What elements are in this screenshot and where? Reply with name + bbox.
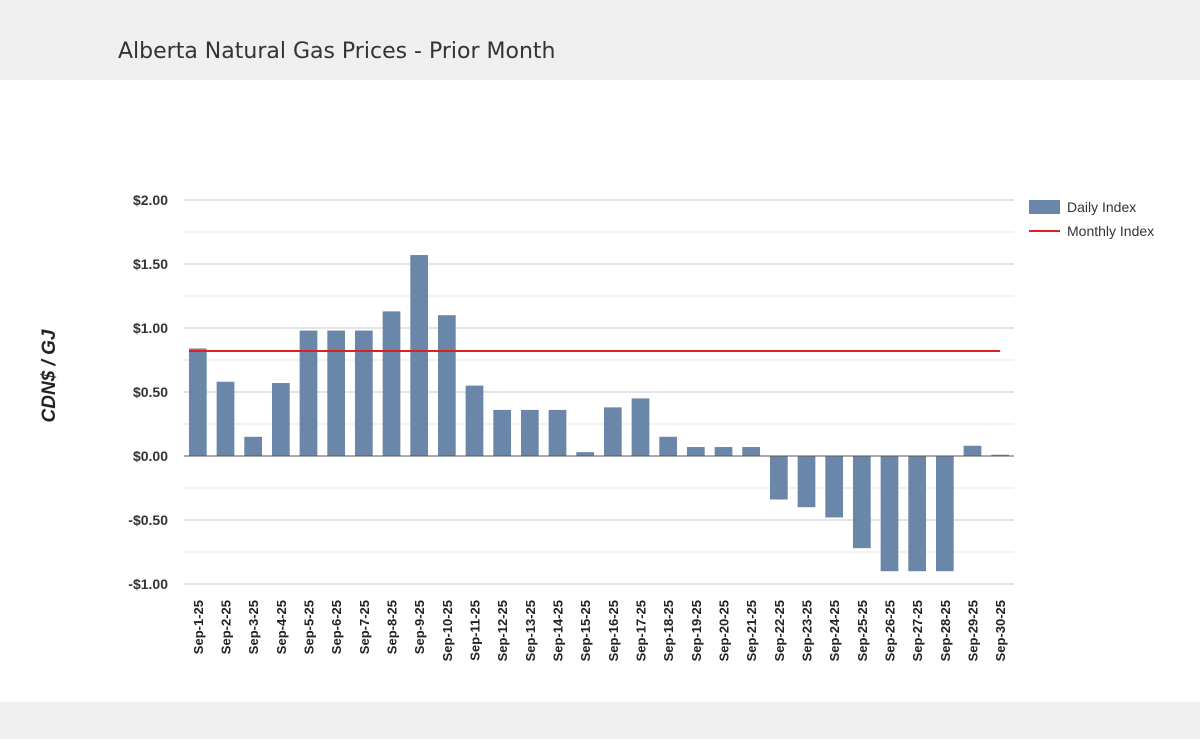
- bar-daily-index: [382, 311, 401, 456]
- x-tick-label: Sep-28-25: [938, 600, 953, 661]
- x-tick-label: Sep-26-25: [883, 600, 898, 661]
- bar-daily-index: [659, 436, 678, 456]
- bar-daily-index: [548, 409, 567, 456]
- x-tick-label: Sep-12-25: [495, 600, 510, 661]
- bar-daily-index: [852, 456, 871, 549]
- x-tick-label: Sep-16-25: [606, 600, 621, 661]
- bar-daily-index: [908, 456, 927, 572]
- bar-daily-index: [963, 445, 982, 456]
- y-tick-label: $0.50: [133, 384, 168, 400]
- x-tick-label: Sep-11-25: [468, 600, 483, 661]
- bar-daily-index: [576, 452, 595, 456]
- x-tick-label: Sep-2-25: [219, 600, 234, 654]
- x-tick-label: Sep-22-25: [772, 600, 787, 661]
- y-tick-label: $0.00: [133, 448, 168, 464]
- bar-daily-index: [631, 398, 650, 456]
- bar-daily-index: [410, 255, 429, 456]
- header-bar: Alberta Natural Gas Prices - Prior Month: [0, 0, 1200, 80]
- y-tick-label: -$0.50: [128, 512, 168, 528]
- x-tick-label: Sep-23-25: [800, 600, 815, 661]
- x-tick-label: Sep-19-25: [689, 600, 704, 661]
- bars-layer: [184, 255, 1014, 572]
- bar-daily-index: [714, 447, 733, 456]
- x-tick-label: Sep-29-25: [966, 600, 981, 661]
- bar-daily-index: [327, 330, 346, 456]
- bar-daily-index: [742, 447, 761, 456]
- x-tick-label: Sep-17-25: [634, 600, 649, 661]
- bar-daily-index: [825, 456, 844, 518]
- x-tick-label: Sep-4-25: [274, 600, 289, 654]
- bar-daily-index: [216, 381, 235, 456]
- y-axis-label: CDN$ / GJ: [39, 329, 60, 422]
- bar-daily-index: [935, 456, 954, 572]
- x-tick-label: Sep-10-25: [440, 600, 455, 661]
- footer-bar: [0, 702, 1200, 739]
- x-tick-label: Sep-3-25: [246, 600, 261, 654]
- y-tick-label: -$1.00: [128, 576, 168, 592]
- bar-daily-index: [271, 383, 290, 456]
- bar-daily-index: [520, 409, 539, 456]
- bar-daily-index: [493, 409, 512, 456]
- x-axis-ticks: Sep-1-25 Sep-2-25 Sep-3-25 Sep-4-25 Sep-5-25…: [191, 600, 1008, 661]
- x-tick-label: Sep-25-25: [855, 600, 870, 661]
- bar-daily-index: [437, 315, 456, 456]
- bar-daily-index: [686, 447, 705, 456]
- x-tick-label: Sep-18-25: [661, 600, 676, 661]
- y-tick-label: $1.00: [133, 320, 168, 336]
- bar-daily-index: [769, 456, 788, 500]
- legend-label-monthly-index: Monthly Index: [1067, 223, 1154, 239]
- y-tick-label: $1.50: [133, 256, 168, 272]
- bar-daily-index: [354, 330, 373, 456]
- legend-label-daily-index: Daily Index: [1067, 199, 1136, 215]
- chart-legend: Daily Index Monthly Index: [1029, 199, 1154, 239]
- grid-layer: [184, 199, 1014, 585]
- y-axis-ticks: $2.00 $1.50 $1.00 $0.50 $0.00 -$0.50 -$1.00: [128, 192, 168, 592]
- x-tick-label: Sep-21-25: [744, 600, 759, 661]
- page-title: Alberta Natural Gas Prices - Prior Month: [118, 39, 556, 64]
- bar-daily-index: [880, 456, 899, 572]
- x-tick-label: Sep-13-25: [523, 600, 538, 661]
- x-tick-label: Sep-20-25: [717, 600, 732, 661]
- legend-swatch-daily-index: [1029, 200, 1060, 214]
- x-tick-label: Sep-5-25: [302, 600, 317, 654]
- x-tick-label: Sep-27-25: [910, 600, 925, 661]
- x-tick-label: Sep-24-25: [827, 600, 842, 661]
- x-tick-label: Sep-1-25: [191, 600, 206, 654]
- bar-daily-index: [244, 436, 263, 456]
- bar-daily-index: [299, 330, 318, 456]
- x-tick-label: Sep-6-25: [329, 600, 344, 654]
- bar-daily-index: [797, 456, 816, 508]
- chart-container: $2.00 $1.50 $1.00 $0.50 $0.00 -$0.50 -$1.00 Se…: [0, 80, 1200, 702]
- bar-daily-index: [603, 407, 622, 456]
- bar-daily-index: [188, 348, 207, 456]
- x-tick-label: Sep-9-25: [412, 600, 427, 654]
- x-tick-label: Sep-30-25: [993, 600, 1008, 661]
- bar-daily-index: [465, 385, 484, 456]
- x-tick-label: Sep-7-25: [357, 600, 372, 654]
- bar-daily-index: [991, 454, 1010, 456]
- x-tick-label: Sep-15-25: [578, 600, 593, 661]
- y-tick-label: $2.00: [133, 192, 168, 208]
- bar-chart: $2.00 $1.50 $1.00 $0.50 $0.00 -$0.50 -$1.00 Se…: [39, 192, 1154, 661]
- x-tick-label: Sep-14-25: [551, 600, 566, 661]
- x-tick-label: Sep-8-25: [385, 600, 400, 654]
